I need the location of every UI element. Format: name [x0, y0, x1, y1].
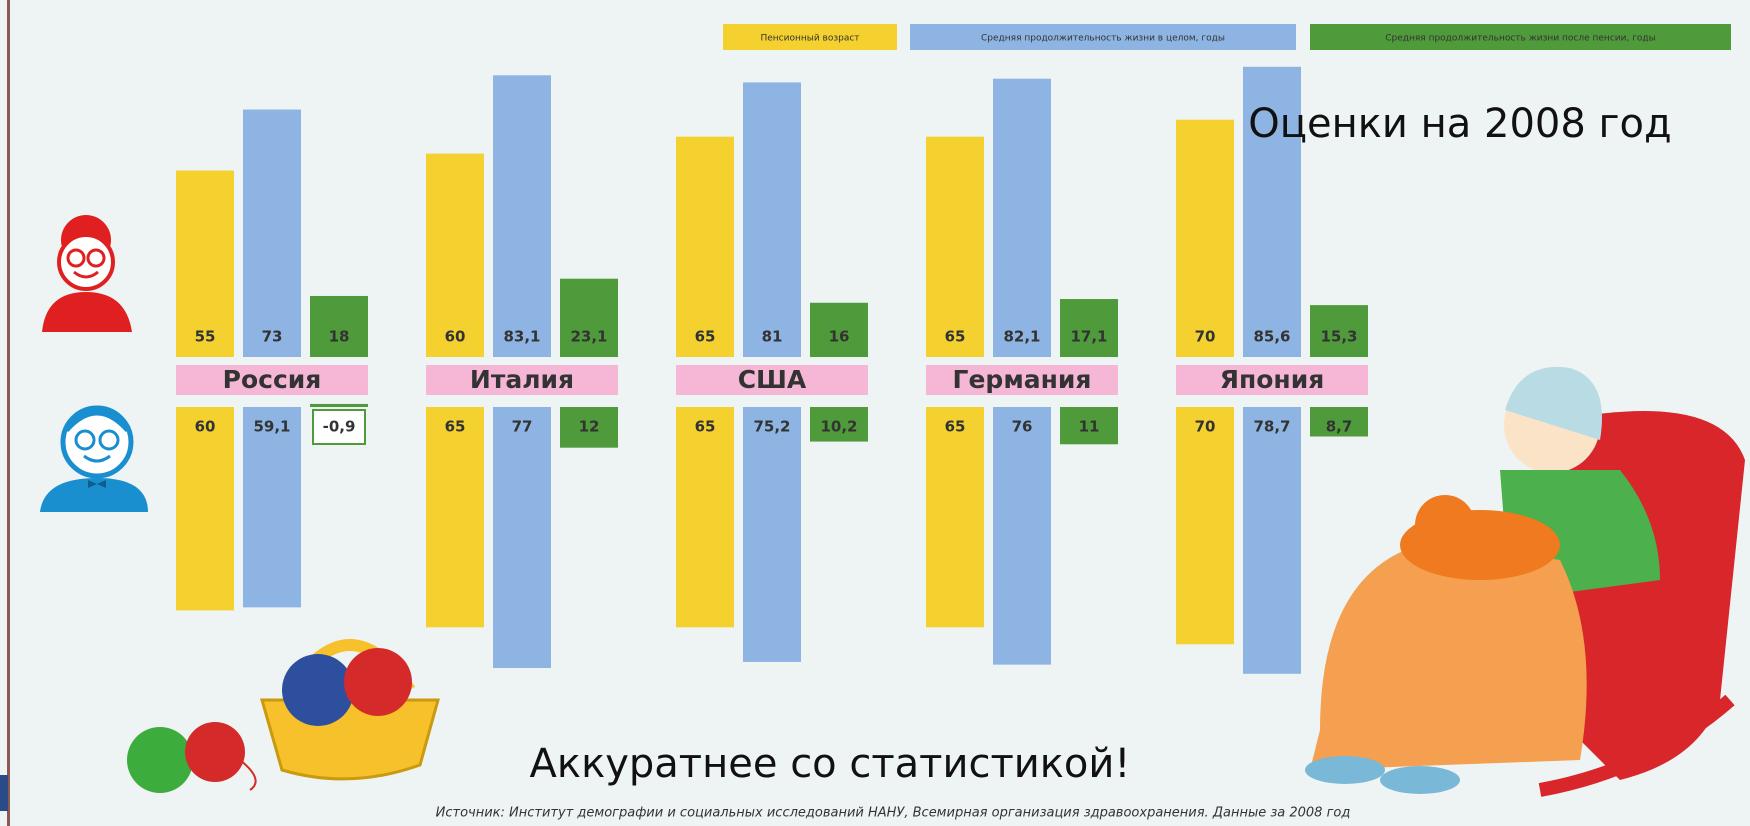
value-label: 65 [945, 418, 966, 436]
legend-swatch [723, 24, 897, 50]
bar [926, 136, 984, 357]
value-label: 76 [1012, 418, 1033, 436]
value-label: 82,1 [1003, 328, 1040, 346]
value-label: 11 [1079, 418, 1100, 436]
value-label: 81 [762, 328, 783, 346]
bar [310, 295, 368, 357]
subtitle: Оценки на 2008 год [1248, 101, 1671, 147]
bar [1243, 66, 1301, 357]
value-label: 65 [695, 418, 716, 436]
category-pill [426, 365, 618, 395]
source-note: Источник: Институт демографии и социальн… [436, 806, 1351, 821]
value-label: 73 [262, 328, 283, 346]
value-label: 75,2 [753, 418, 790, 436]
value-label: 17,1 [1070, 328, 1107, 346]
value-label: 18 [329, 328, 350, 346]
value-label: 60 [445, 328, 466, 346]
legend-swatch [910, 24, 1296, 50]
bar [1310, 407, 1368, 437]
value-label: 65 [945, 328, 966, 346]
bar [176, 407, 234, 611]
legend-swatch [1310, 24, 1731, 50]
category-label: Япония [1220, 365, 1325, 394]
bar [310, 403, 368, 407]
category-pill [926, 365, 1118, 395]
bar [810, 407, 868, 442]
value-label: 15,3 [1320, 328, 1357, 346]
left-tab [0, 775, 8, 811]
value-label: 8,7 [1326, 418, 1353, 436]
bar [993, 78, 1051, 357]
bar [676, 136, 734, 357]
category-label: Россия [223, 365, 322, 394]
category-label: США [738, 365, 807, 394]
bar [243, 109, 301, 357]
value-label: 10,2 [820, 418, 857, 436]
grandma-illustration [1305, 366, 1745, 797]
bar [1060, 407, 1118, 445]
yarn-illustration [127, 639, 440, 793]
value-label-box [312, 409, 366, 445]
value-label: 65 [695, 328, 716, 346]
bar [1060, 299, 1118, 357]
man-icon [40, 405, 148, 512]
bar [560, 278, 618, 357]
bar [676, 407, 734, 628]
bar [243, 407, 301, 608]
value-label: 78,7 [1253, 418, 1290, 436]
value-label: 70 [1195, 418, 1216, 436]
bar [426, 153, 484, 357]
chart-title: Аккуратнее со статистикой! [530, 741, 1131, 787]
bar [493, 75, 551, 357]
bar [743, 82, 801, 357]
legend-label: Пенсионный возраст [760, 34, 859, 44]
value-label: 70 [1195, 328, 1216, 346]
bar [810, 302, 868, 357]
woman-icon [42, 215, 132, 332]
value-label: -0,9 [323, 418, 356, 436]
value-label: 12 [579, 418, 600, 436]
bar [926, 407, 984, 628]
value-label: 59,1 [253, 418, 290, 436]
bar [1176, 407, 1234, 645]
value-label: 23,1 [570, 328, 607, 346]
value-label: 85,6 [1253, 328, 1290, 346]
category-label: Италия [470, 365, 574, 394]
category-pill [676, 365, 868, 395]
bar [176, 170, 234, 357]
left-border [7, 0, 10, 826]
bar [493, 407, 551, 669]
bar [1243, 407, 1301, 674]
bar [743, 407, 801, 662]
value-label: 77 [512, 418, 533, 436]
value-label: 55 [195, 328, 216, 346]
bar [560, 407, 618, 448]
category-pill [176, 365, 368, 395]
value-label: 83,1 [503, 328, 540, 346]
legend-label: Средняя продолжительность жизни в целом,… [981, 34, 1225, 44]
bar [1310, 305, 1368, 357]
category-pill [1176, 365, 1368, 395]
value-label: 60 [195, 418, 216, 436]
value-label: 65 [445, 418, 466, 436]
value-label: 16 [829, 328, 850, 346]
bar [1176, 119, 1234, 357]
bar [426, 407, 484, 628]
category-label: Германия [953, 365, 1092, 394]
legend-label: Средняя продолжительность жизни после пе… [1385, 34, 1656, 44]
bar [993, 407, 1051, 665]
